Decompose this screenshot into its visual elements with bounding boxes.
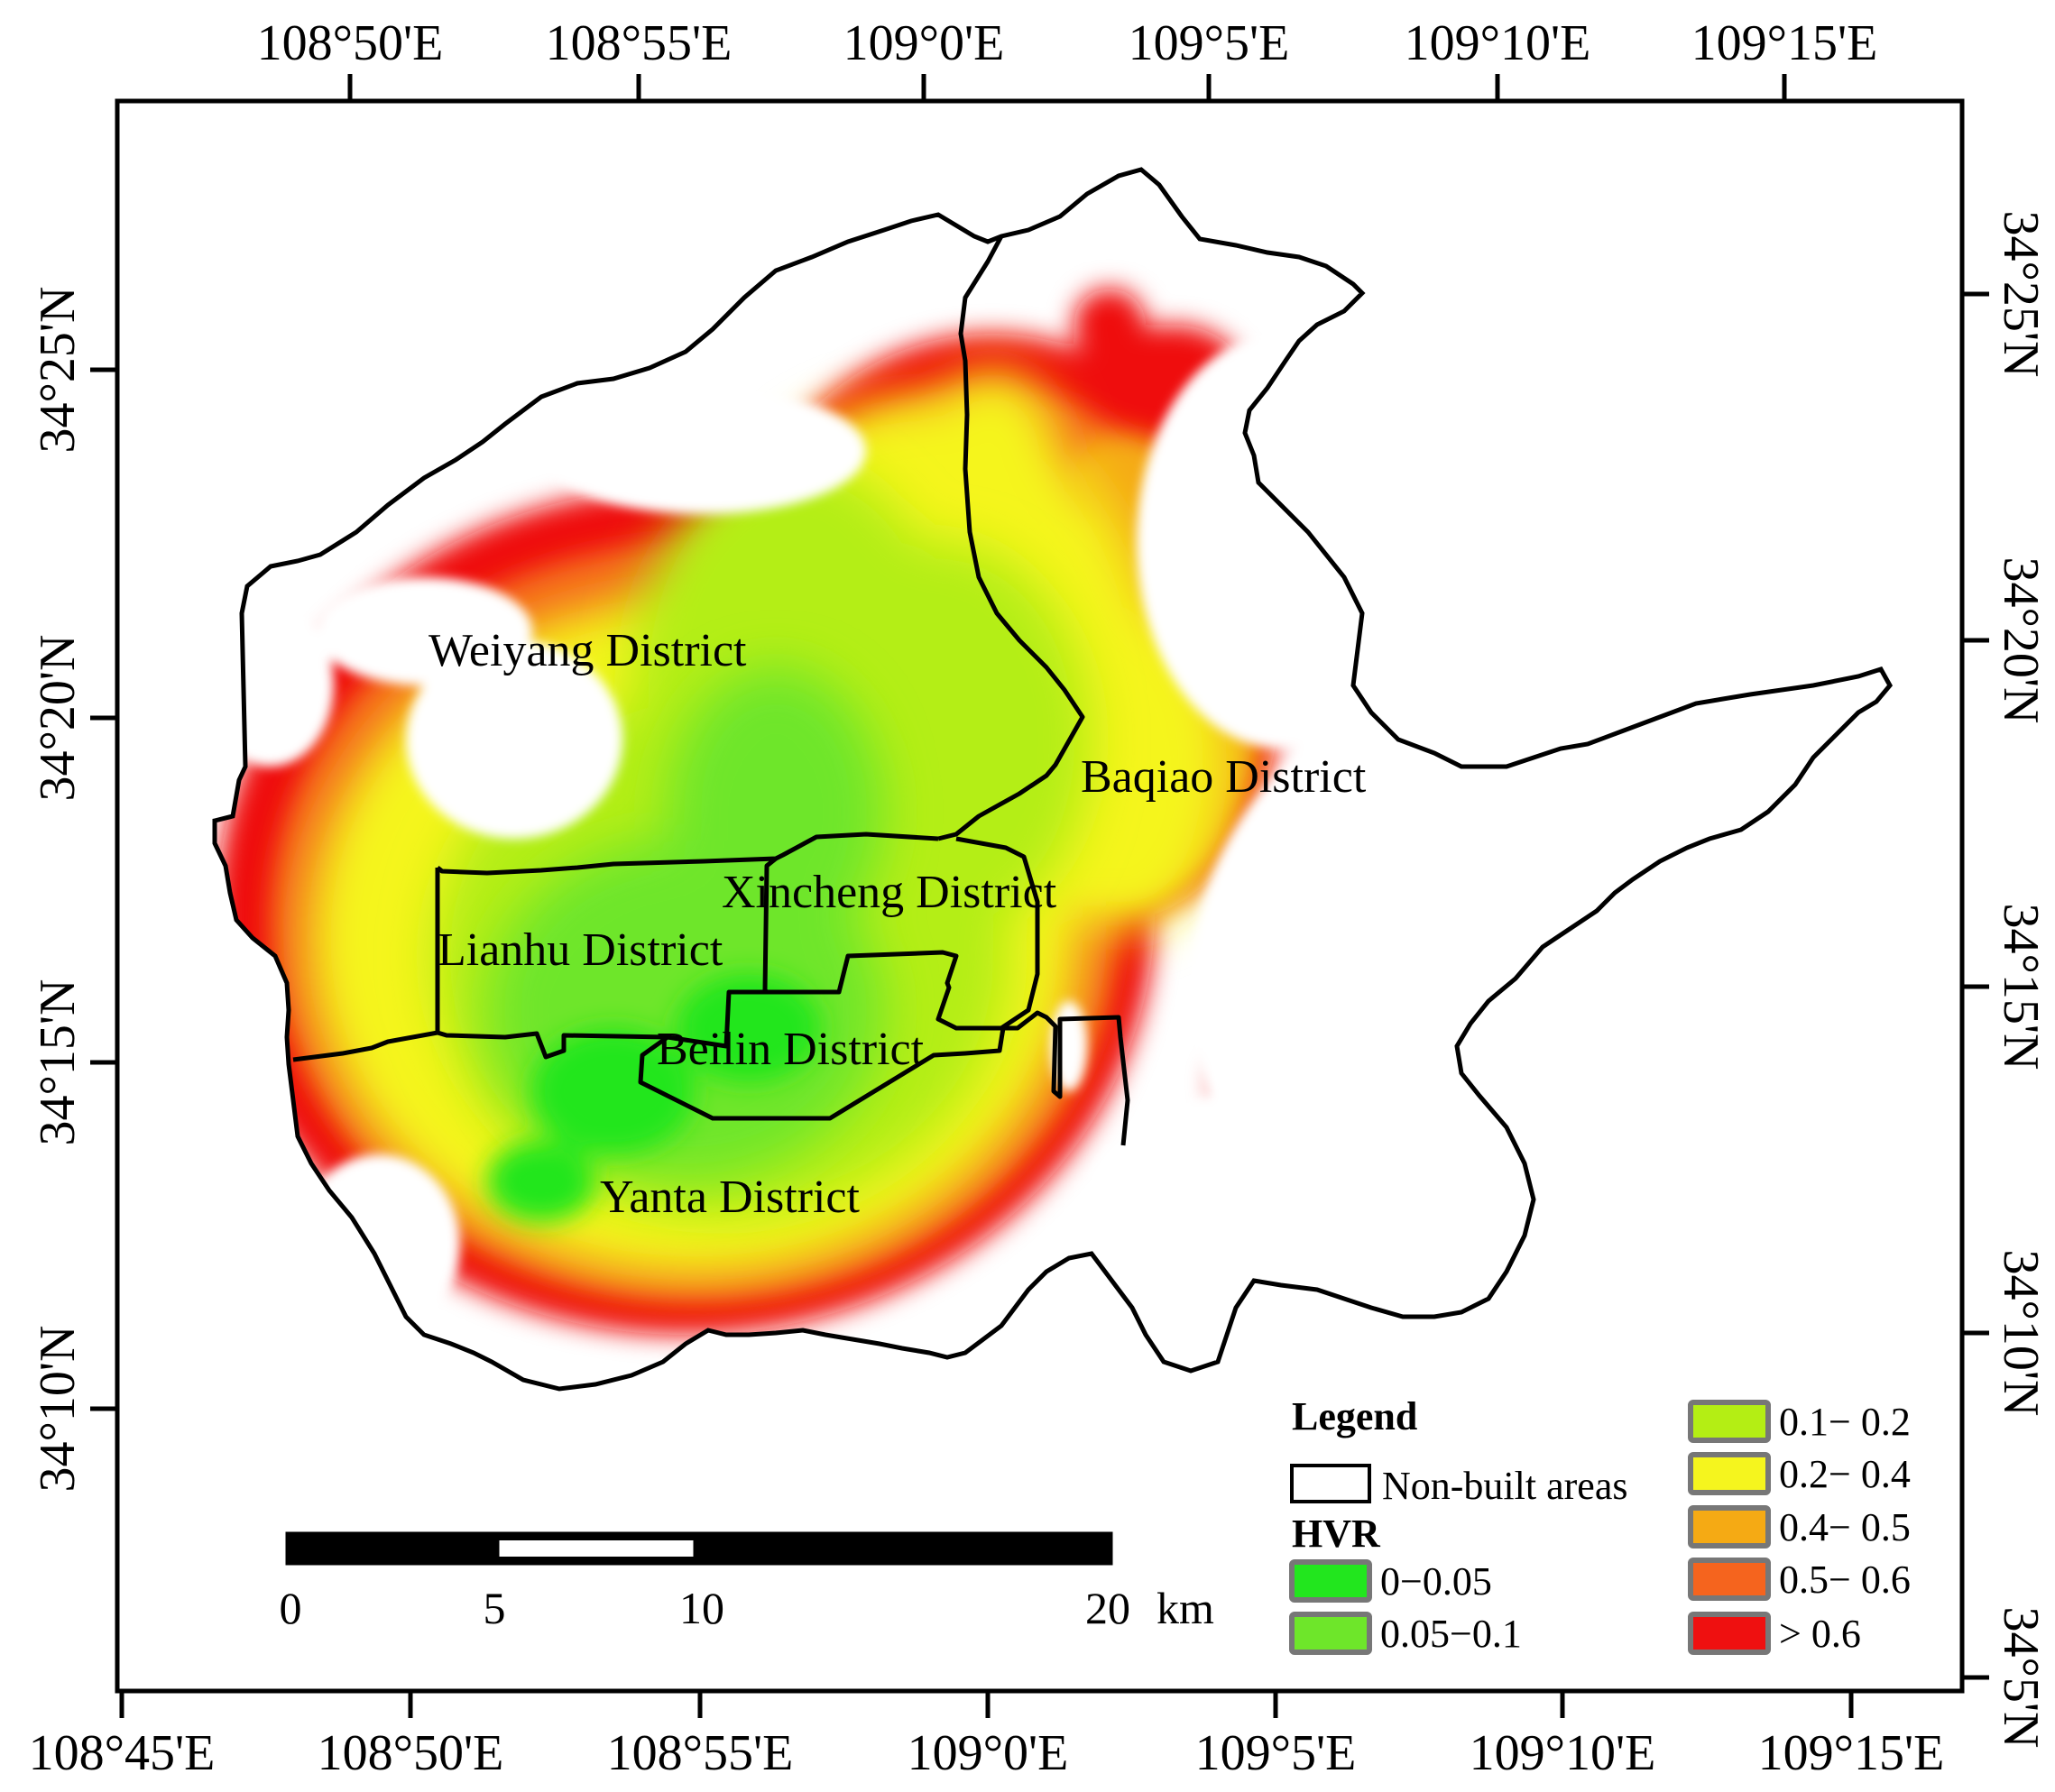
district-label-xincheng: Xincheng District	[722, 867, 1057, 918]
bottom-lon-label: 108°50'E	[318, 1725, 504, 1781]
right-lat-label: 34°25'N	[1993, 211, 2049, 378]
top-lon-axis: 108°50'E 108°55'E 109°0'E 109°5'E 109°10'E 10…	[257, 15, 1878, 101]
bottom-lon-label: 109°10'E	[1470, 1725, 1656, 1781]
scale-label-0: 0	[280, 1583, 302, 1633]
bottom-lon-label: 108°45'E	[29, 1725, 216, 1781]
top-lon-label: 109°10'E	[1405, 15, 1591, 71]
district-label-lianhu: Lianhu District	[438, 924, 723, 976]
top-lon-label: 109°5'E	[1129, 15, 1290, 71]
scale-bar-inner-dark	[289, 1533, 1111, 1540]
yanta-east-boundary	[1003, 1010, 1130, 1146]
scale-label-10: 10	[679, 1583, 724, 1633]
legend-swatch	[1688, 1505, 1771, 1548]
lianhu-boundary	[435, 868, 668, 1060]
legend-swatch	[1289, 1559, 1372, 1603]
bottom-lon-label: 109°15'E	[1758, 1725, 1945, 1781]
district-label-yanta: Yanta District	[600, 1172, 860, 1223]
legend-swatch	[1688, 1558, 1771, 1601]
legend-classes: 0−0.05 0.05−0.1 0.1− 0.2 0.2− 0.4 0.4− 0.5 0.…	[1289, 1400, 1911, 1656]
legend: Legend Non-built areas HVR 0−0.05 0.05−0.…	[1289, 1394, 1911, 1656]
left-lat-axis: 34°25'N 34°20'N 34°15'N 34°10'N	[30, 287, 117, 1493]
scale-label-20: 20	[1085, 1583, 1130, 1633]
hvr-raster	[215, 289, 1696, 1344]
legend-class-label: 0.1− 0.2	[1779, 1400, 1911, 1444]
bottom-lon-label: 109°5'E	[1195, 1725, 1357, 1781]
legend-class-label: 0.2− 0.4	[1779, 1452, 1911, 1496]
hvr-bright-green-layer	[487, 974, 821, 1222]
right-lat-label: 34°20'N	[1993, 557, 2049, 724]
xincheng-boundary	[762, 836, 1040, 1031]
left-lat-label: 34°20'N	[30, 635, 86, 802]
legend-swatch	[1688, 1452, 1771, 1495]
legend-swatch	[1289, 1612, 1372, 1655]
district-boundaries	[292, 234, 1130, 1146]
left-lat-label: 34°25'N	[30, 287, 86, 454]
beilin-boundary	[638, 989, 1006, 1121]
lianhu-west-boundary	[292, 1030, 438, 1062]
weiyang-south-boundary	[436, 832, 939, 876]
district-label-beilin: Beilin District	[657, 1024, 925, 1075]
top-lon-label: 109°15'E	[1691, 15, 1878, 71]
district-labels: Weiyang District Baqiao District Xinchen…	[429, 625, 1367, 1223]
map-frame	[115, 98, 1965, 1694]
top-lon-label: 108°55'E	[546, 15, 733, 71]
legend-swatch	[1688, 1612, 1771, 1655]
weiyang-baqiao-boundary	[937, 234, 1085, 841]
bottom-lon-axis: 108°45'E 108°50'E 108°55'E 109°0'E 109°5'E 10…	[29, 1691, 1945, 1781]
legend-class-label: 0.4− 0.5	[1779, 1505, 1911, 1549]
district-label-baqiao: Baqiao District	[1081, 751, 1367, 803]
legend-hvr-title: HVR	[1292, 1512, 1381, 1556]
legend-class-label: > 0.6	[1779, 1612, 1861, 1656]
top-lon-label: 109°0'E	[843, 15, 1005, 71]
legend-class-label: 0−0.05	[1380, 1559, 1492, 1604]
scale-bar: 0 5 10 20 km	[280, 1531, 1214, 1633]
right-lat-axis: 34°25'N 34°20'N 34°15'N 34°10'N 34°5'N	[1962, 211, 2049, 1749]
scale-label-5: 5	[484, 1583, 506, 1633]
city-boundary	[212, 167, 1894, 1392]
legend-nonbuilt-swatch	[1290, 1464, 1371, 1503]
bottom-lon-label: 109°0'E	[908, 1725, 1069, 1781]
scale-unit: km	[1157, 1583, 1214, 1633]
left-lat-label: 34°15'N	[30, 979, 86, 1146]
district-label-weiyang: Weiyang District	[429, 625, 747, 676]
right-lat-label: 34°5'N	[1993, 1607, 2049, 1749]
legend-nonbuilt-label: Non-built areas	[1382, 1464, 1627, 1508]
left-lat-label: 34°10'N	[30, 1326, 86, 1493]
legend-title: Legend	[1292, 1394, 1417, 1438]
right-lat-label: 34°10'N	[1993, 1250, 2049, 1417]
bottom-lon-label: 108°55'E	[607, 1725, 794, 1781]
scale-bar-inner-dark-bottom	[289, 1557, 1111, 1564]
top-lon-label: 108°50'E	[257, 15, 444, 71]
legend-class-label: 0.5− 0.6	[1779, 1558, 1911, 1602]
legend-class-label: 0.05−0.1	[1380, 1612, 1522, 1656]
scale-bar-inner-white	[500, 1540, 693, 1557]
right-lat-label: 34°15'N	[1993, 904, 2049, 1071]
legend-swatch	[1688, 1400, 1771, 1443]
